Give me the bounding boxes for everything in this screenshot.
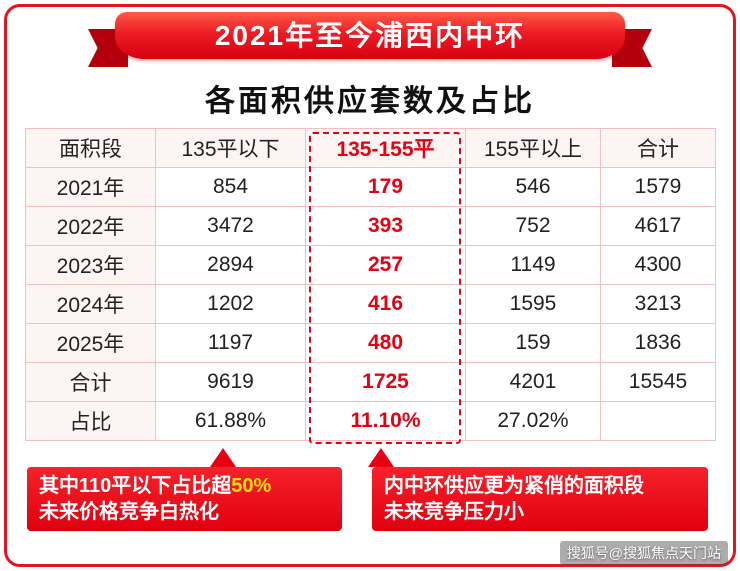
table-row: 2022年 3472 393 752 4617 xyxy=(25,206,716,246)
callout-left-line1: 其中110平以下占比超 xyxy=(39,475,232,497)
table-cell-highlighted: 480 xyxy=(305,323,466,363)
table-cell: 61.88% xyxy=(155,401,306,441)
row-label: 2023年 xyxy=(25,245,156,285)
table-cell-highlighted: 179 xyxy=(305,167,466,207)
table-cell-highlighted: 416 xyxy=(305,284,466,324)
table-cell-highlighted: 1725 xyxy=(305,362,466,402)
row-label: 合计 xyxy=(25,362,156,402)
table-cell: 854 xyxy=(155,167,306,207)
table-cell: 546 xyxy=(465,167,601,207)
table-cell: 159 xyxy=(465,323,601,363)
callout-left-highlight: 50% xyxy=(231,475,272,497)
table-cell: 1197 xyxy=(155,323,306,363)
table-row: 2023年 2894 257 1149 4300 xyxy=(25,245,716,285)
banner-ribbon: 2021年至今浦西内中环 xyxy=(88,12,652,70)
table-cell-highlighted: 393 xyxy=(305,206,466,246)
table-cell: 4300 xyxy=(600,245,716,285)
table-cell: 9619 xyxy=(155,362,306,402)
banner-title: 2021年至今浦西内中环 xyxy=(115,12,625,59)
column-header: 135平以下 xyxy=(155,128,306,168)
supply-table: 面积段 135平以下 135-155平 155平以上 合计 2021年 854 … xyxy=(25,128,716,441)
column-header: 155平以上 xyxy=(465,128,601,168)
watermark: 搜狐号@搜狐焦点天门站 xyxy=(559,541,728,565)
callout-right: 内中环供应更为紧俏的面积段 未来竞争压力小 xyxy=(372,467,708,531)
table-cell: 4201 xyxy=(465,362,601,402)
table-cell: 1579 xyxy=(600,167,716,207)
page-subtitle: 各面积供应套数及占比 xyxy=(205,85,535,118)
column-header-highlighted: 135-155平 xyxy=(305,128,466,168)
table-cell-highlighted: 11.10% xyxy=(305,401,466,441)
supply-table-wrap: 面积段 135平以下 135-155平 155平以上 合计 2021年 854 … xyxy=(25,128,716,444)
table-cell: 1836 xyxy=(600,323,716,363)
callout-left-line2: 未来价格竞争白热化 xyxy=(39,501,219,523)
table-row: 2025年 1197 480 159 1836 xyxy=(25,323,716,363)
table-cell: 2894 xyxy=(155,245,306,285)
up-arrow-icon xyxy=(368,448,394,467)
table-row-total: 合计 9619 1725 4201 15545 xyxy=(25,362,716,402)
table-cell: 1202 xyxy=(155,284,306,324)
column-header: 合计 xyxy=(600,128,716,168)
table-cell: 3472 xyxy=(155,206,306,246)
table-row: 2024年 1202 416 1595 3213 xyxy=(25,284,716,324)
table-cell xyxy=(600,401,716,441)
table-cell: 15545 xyxy=(600,362,716,402)
table-row: 2021年 854 179 546 1579 xyxy=(25,167,716,207)
table-cell: 3213 xyxy=(600,284,716,324)
row-label: 2022年 xyxy=(25,206,156,246)
table-cell: 1149 xyxy=(465,245,601,285)
column-header: 面积段 xyxy=(25,128,156,168)
up-arrow-icon xyxy=(210,448,236,467)
row-label: 2021年 xyxy=(25,167,156,207)
table-cell: 1595 xyxy=(465,284,601,324)
row-label: 2024年 xyxy=(25,284,156,324)
row-label: 2025年 xyxy=(25,323,156,363)
callout-right-line1: 内中环供应更为紧俏的面积段 xyxy=(384,475,644,497)
row-label: 占比 xyxy=(25,401,156,441)
callout-left: 其中110平以下占比超50% 未来价格竞争白热化 xyxy=(27,467,342,531)
table-cell: 27.02% xyxy=(465,401,601,441)
table-header-row: 面积段 135平以下 135-155平 155平以上 合计 xyxy=(25,128,716,168)
table-cell: 4617 xyxy=(600,206,716,246)
table-row-percentage: 占比 61.88% 11.10% 27.02% xyxy=(25,401,716,441)
callout-right-line2: 未来竞争压力小 xyxy=(384,501,524,523)
table-cell: 752 xyxy=(465,206,601,246)
table-cell-highlighted: 257 xyxy=(305,245,466,285)
